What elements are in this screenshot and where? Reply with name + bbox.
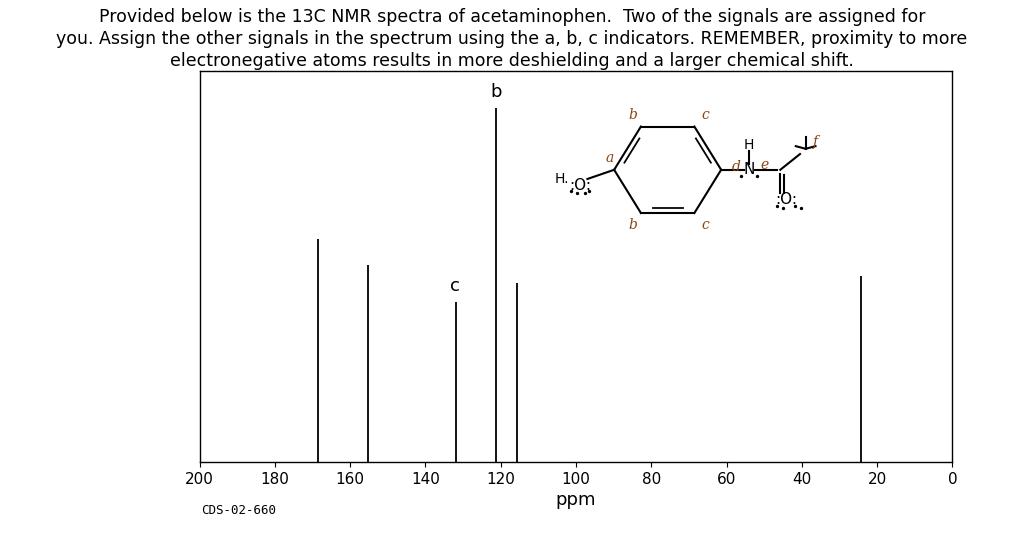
Text: c: c	[701, 108, 710, 122]
Text: :O:: :O:	[775, 193, 798, 207]
Text: f: f	[813, 135, 818, 149]
X-axis label: ppm: ppm	[556, 491, 596, 509]
Text: N: N	[743, 162, 755, 177]
Text: a: a	[606, 151, 614, 165]
Text: Provided below is the 13C NMR spectra of acetaminophen.  Two of the signals are : Provided below is the 13C NMR spectra of…	[98, 8, 926, 26]
Text: c: c	[451, 277, 460, 295]
Text: d: d	[732, 160, 741, 174]
Text: electronegative atoms results in more deshielding and a larger chemical shift.: electronegative atoms results in more de…	[170, 52, 854, 70]
Text: e: e	[761, 158, 769, 172]
Text: b: b	[628, 218, 637, 232]
Text: b: b	[628, 108, 637, 122]
Text: you. Assign the other signals in the spectrum using the a, b, c indicators. REME: you. Assign the other signals in the spe…	[56, 30, 968, 48]
Text: c: c	[701, 218, 710, 232]
Text: CDS-02-660: CDS-02-660	[201, 504, 275, 517]
Text: :O:: :O:	[569, 178, 591, 193]
Text: H: H	[744, 138, 755, 152]
Text: b: b	[490, 83, 502, 101]
Text: H.: H.	[555, 172, 569, 186]
